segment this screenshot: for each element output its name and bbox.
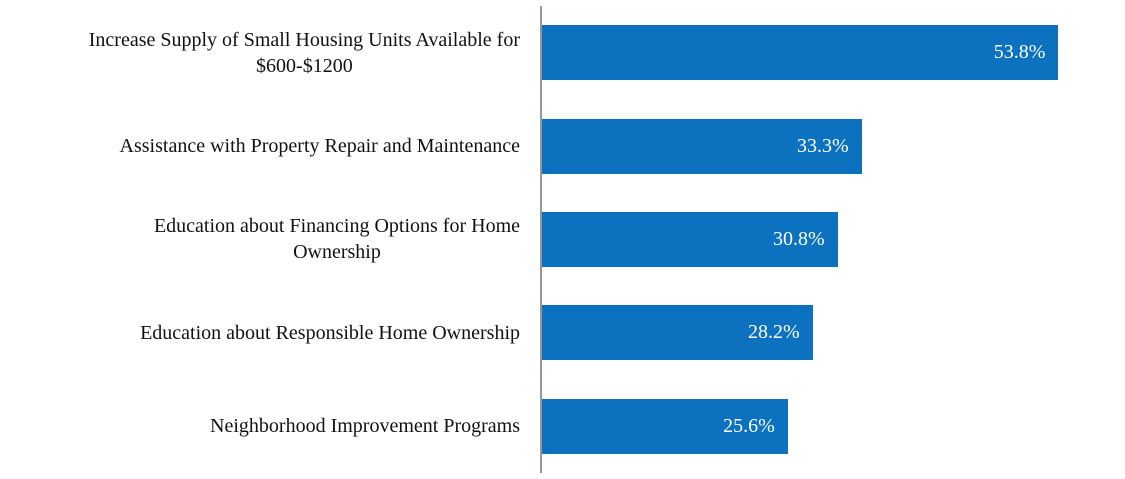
bar-value-label: 28.2% — [748, 321, 800, 344]
bar: 30.8% — [542, 211, 838, 267]
plot-area-segment: 53.8% — [540, 6, 1125, 100]
category-label-cell: Education about Financing Options for Ho… — [0, 213, 540, 265]
category-label: Increase Supply of Small Housing Units A… — [88, 28, 520, 77]
category-label: Neighborhood Improvement Programs — [210, 415, 520, 438]
chart-row: Neighborhood Improvement Programs 25.6% — [0, 379, 1125, 473]
category-label-cell: Education about Responsible Home Ownersh… — [0, 320, 540, 346]
plot-area-segment: 25.6% — [540, 379, 1125, 473]
bar: 33.3% — [542, 118, 862, 174]
plot-area-segment: 33.3% — [540, 99, 1125, 193]
category-label-cell: Neighborhood Improvement Programs — [0, 413, 540, 439]
category-label: Education about Responsible Home Ownersh… — [140, 321, 520, 344]
category-label-cell: Assistance with Property Repair and Main… — [0, 133, 540, 159]
chart-row: Increase Supply of Small Housing Units A… — [0, 6, 1125, 100]
plot-area-segment: 28.2% — [540, 286, 1125, 380]
chart-row: Assistance with Property Repair and Main… — [0, 99, 1125, 193]
plot-area-segment: 30.8% — [540, 192, 1125, 287]
chart-row: Education about Financing Options for Ho… — [0, 192, 1125, 287]
category-label-cell: Increase Supply of Small Housing Units A… — [0, 27, 540, 79]
bar-value-label: 25.6% — [723, 414, 775, 437]
bar-value-label: 33.3% — [797, 134, 849, 157]
bar-value-label: 30.8% — [773, 227, 825, 250]
category-label: Education about Financing Options for Ho… — [153, 215, 520, 264]
bar: 53.8% — [542, 25, 1059, 81]
chart-row: Education about Responsible Home Ownersh… — [0, 286, 1125, 380]
bar: 25.6% — [542, 398, 788, 454]
bar: 28.2% — [542, 305, 813, 361]
category-label: Assistance with Property Repair and Main… — [119, 135, 520, 158]
bar-value-label: 53.8% — [993, 41, 1046, 64]
